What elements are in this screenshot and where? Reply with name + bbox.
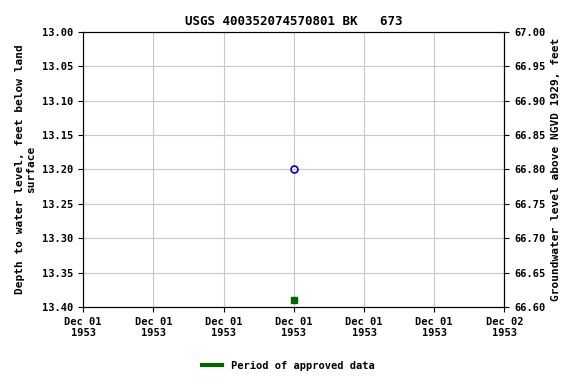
Legend: Period of approved data: Period of approved data: [198, 357, 378, 375]
Y-axis label: Groundwater level above NGVD 1929, feet: Groundwater level above NGVD 1929, feet: [551, 38, 561, 301]
Y-axis label: Depth to water level, feet below land
surface: Depth to water level, feet below land su…: [15, 45, 37, 294]
Title: USGS 400352074570801 BK   673: USGS 400352074570801 BK 673: [185, 15, 403, 28]
